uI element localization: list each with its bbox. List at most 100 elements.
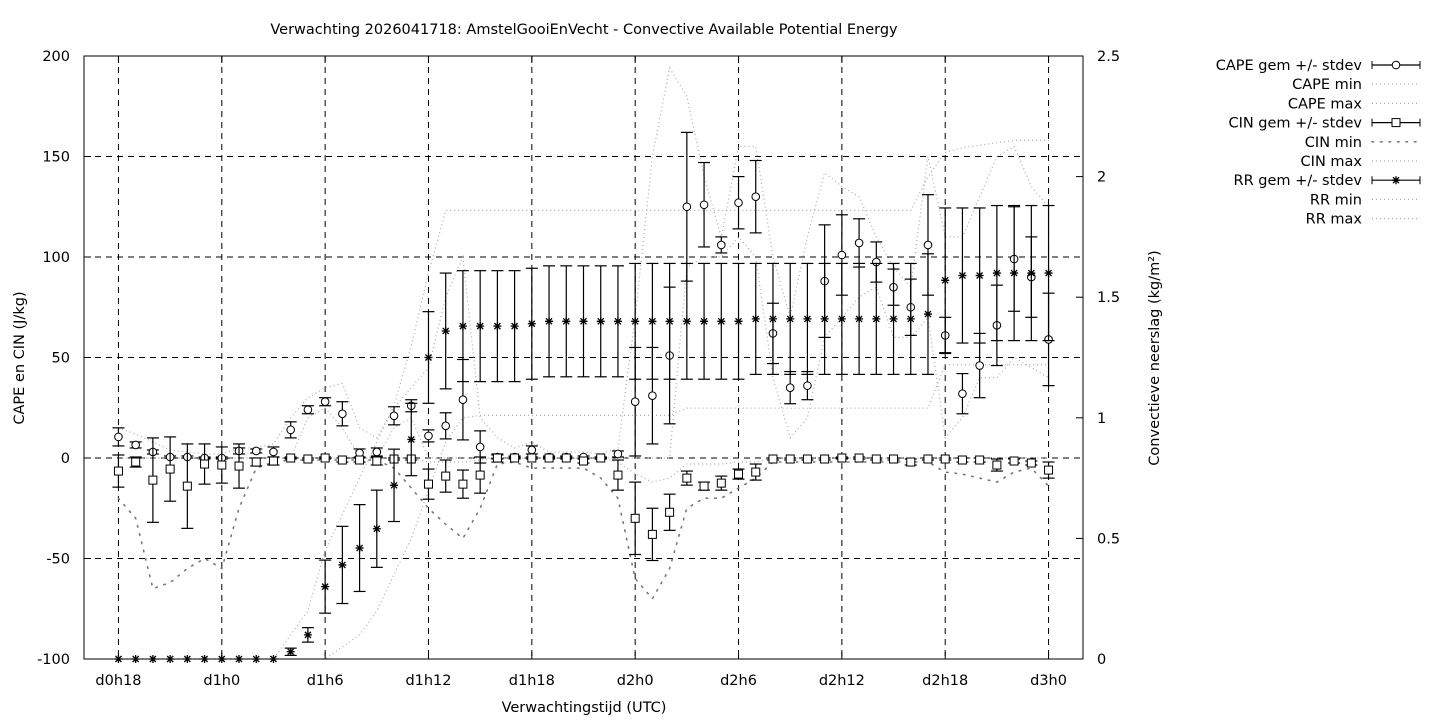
legend-label: RR gem +/- stdev: [1234, 173, 1363, 189]
x-tick-label: d1h0: [203, 673, 240, 689]
cin-gem-stdev-point: [561, 453, 571, 463]
cin-gem-stdev-point: [716, 478, 726, 488]
rr-gem-stdev-point: [476, 322, 485, 331]
cin-gem-stdev-point: [957, 455, 967, 465]
rr-gem-stdev-point: [803, 314, 812, 323]
cin-gem-stdev-point: [182, 481, 192, 491]
rr-gem-stdev-point: [837, 314, 846, 323]
legend-label: CAPE min: [1292, 77, 1362, 93]
cin-gem-stdev-point: [854, 453, 864, 463]
y2-tick-label: 1: [1097, 411, 1106, 427]
legend-sample-marker: [1391, 60, 1401, 70]
cape-gem-stdev-series: [112, 131, 1055, 464]
rr-gem-stdev-point: [424, 353, 433, 362]
y2-tick-label: 2.5: [1097, 49, 1120, 65]
legend-label: CIN min: [1305, 135, 1362, 151]
cin-gem-stdev-point: [458, 479, 468, 489]
rr-gem-stdev-point: [872, 314, 881, 323]
rr-gem-stdev-point: [975, 271, 984, 280]
cape-gem-stdev-point: [648, 391, 657, 400]
cin-gem-stdev-point: [1026, 458, 1036, 468]
cape-gem-stdev-point: [320, 397, 330, 407]
cin-gem-stdev-point: [820, 454, 830, 464]
cape-gem-stdev-point: [785, 383, 795, 392]
cape-gem-stdev-point: [389, 411, 399, 421]
cape-gem-stdev-point: [613, 449, 623, 459]
y-tick-label: -50: [46, 552, 70, 568]
cape-gem-stdev-point: [975, 361, 984, 370]
cin-gem-stdev-point: [992, 460, 1002, 470]
cin-gem-stdev-point: [148, 475, 158, 485]
rr-gem-stdev-point: [1044, 269, 1053, 278]
rr-gem-stdev-series: [114, 204, 1055, 663]
cin-gem-stdev-point: [596, 453, 606, 463]
cape-gem-stdev-point: [338, 409, 347, 419]
y-tick-label: 150: [42, 150, 70, 166]
cin-gem-stdev-point: [802, 454, 812, 464]
rr-gem-stdev-point: [355, 544, 364, 553]
rr-gem-stdev-point: [941, 276, 950, 285]
rr-gem-stdev-point: [321, 582, 330, 591]
cin-gem-stdev-point: [320, 453, 330, 463]
rr-gem-stdev-point: [648, 317, 657, 326]
legend: CAPE gem +/- stdev CAPE min CAPE max CIN ge…: [1216, 58, 1421, 228]
rr-max-line: [118, 139, 1049, 660]
y2-tick-label: 0.5: [1097, 531, 1120, 547]
rr-gem-stdev-point: [407, 435, 416, 444]
cin-gem-stdev-point: [613, 470, 623, 480]
cin-gem-stdev-point: [337, 455, 347, 465]
cin-gem-stdev-point: [768, 454, 778, 464]
cin-gem-stdev-point: [475, 470, 485, 480]
cape-gem-stdev-point: [958, 389, 967, 398]
cape-gem-stdev-point: [854, 238, 864, 248]
cin-gem-stdev-point: [1044, 465, 1054, 475]
cape-gem-stdev-point: [923, 240, 933, 250]
rr-min-line: [118, 364, 1049, 660]
cin-gem-stdev-point: [355, 455, 365, 465]
axes: d0h18 d1h0 d1h6 d1h12 d1h18 d2h0 d2h6 d2h12 d2h1…: [37, 49, 1120, 689]
cape-gem-stdev-point: [803, 381, 812, 390]
cape-gem-stdev-point: [269, 447, 278, 457]
rr-gem-stdev-point: [303, 630, 312, 639]
rr-gem-stdev-point: [906, 314, 915, 323]
x-tick-label: d1h6: [307, 673, 344, 689]
rr-gem-stdev-point: [734, 317, 743, 326]
legend-item-cin-gem-stdev: CIN gem +/- stdev: [1228, 116, 1421, 132]
min-max-lines: [117, 66, 1050, 660]
cape-gem-stdev-point: [424, 431, 433, 441]
cin-gem-stdev-point: [1009, 456, 1019, 466]
legend-sample-marker: [1392, 176, 1400, 185]
cin-gem-stdev-point: [441, 471, 451, 481]
cape-gem-stdev-point: [699, 200, 709, 210]
y-tick-label: 0: [61, 451, 70, 467]
cape-gem-stdev-point: [251, 446, 261, 456]
chart-title: Verwachting 2026041718: AmstelGooiEnVech…: [270, 22, 898, 38]
rr-gem-stdev-point: [631, 317, 640, 326]
legend-item-rr-min: RR min: [1310, 192, 1420, 208]
rr-gem-stdev-point: [958, 271, 967, 280]
cin-min-line: [117, 459, 1050, 601]
cin-gem-stdev-point: [906, 457, 916, 467]
legend-sample-marker: [1391, 118, 1401, 128]
rr-gem-stdev-point: [786, 314, 795, 323]
x-tick-label: d2h6: [720, 673, 757, 689]
legend-label: CAPE max: [1288, 96, 1363, 112]
cin-gem-stdev-point: [251, 457, 261, 467]
cin-gem-stdev-point: [200, 459, 210, 469]
legend-item-rr-max: RR max: [1306, 212, 1420, 228]
cape-gem-stdev-point: [734, 198, 743, 208]
cin-gem-stdev-point: [837, 453, 847, 463]
cape-gem-stdev-point: [751, 192, 761, 201]
legend-item-rr-gem-stdev: RR gem +/- stdev: [1234, 173, 1421, 189]
cape-gem-stdev-point: [131, 440, 140, 450]
rr-gem-stdev-point: [923, 310, 932, 319]
rr-gem-stdev-point: [286, 647, 295, 656]
cape-gem-stdev-point: [303, 405, 313, 415]
x-tick-label: d2h0: [617, 673, 654, 689]
cin-gem-stdev-point: [871, 454, 881, 464]
cape-gem-stdev-point: [372, 447, 382, 457]
y-tick-label: 50: [52, 351, 70, 367]
legend-label: CIN max: [1301, 154, 1363, 170]
cin-gem-stdev-point: [734, 469, 744, 479]
x-tick-label: d1h12: [405, 673, 451, 689]
